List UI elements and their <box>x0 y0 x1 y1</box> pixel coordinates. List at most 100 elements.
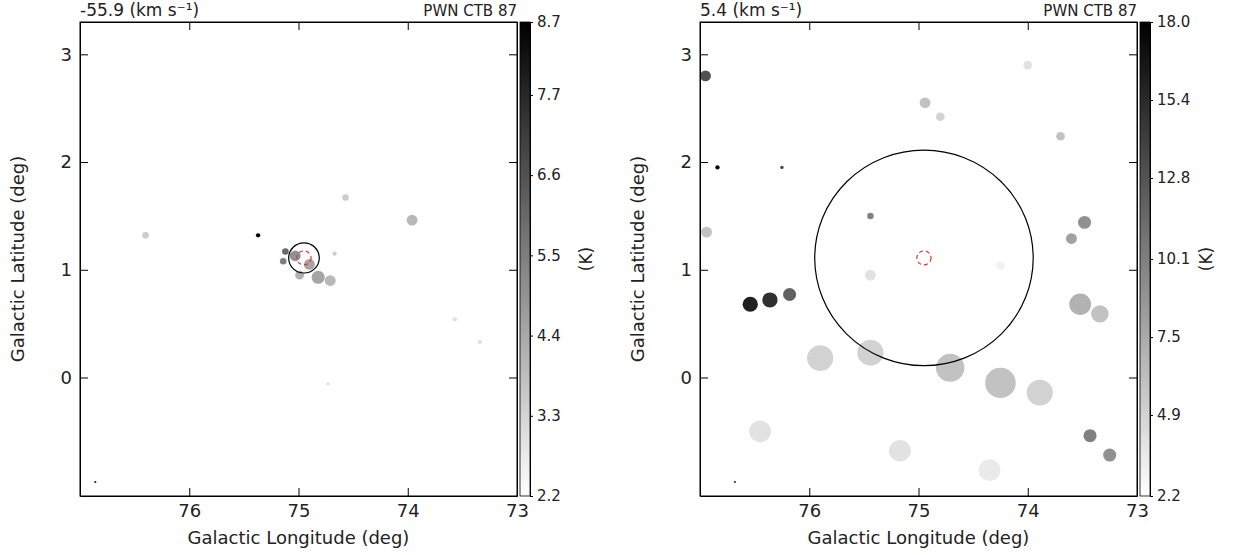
tick <box>1129 270 1137 271</box>
tick <box>189 22 190 30</box>
tick <box>408 22 409 30</box>
tick <box>509 54 517 55</box>
tick-mark <box>809 488 810 496</box>
tick-mark <box>299 488 300 496</box>
tick: 15.4 <box>1150 91 1190 109</box>
tick-mark <box>299 22 300 30</box>
tick-label: 76 <box>178 500 201 521</box>
tick-mark <box>1150 496 1153 497</box>
tick-mark <box>80 162 88 163</box>
tick-mark <box>530 496 533 497</box>
emission-clump <box>1069 293 1091 315</box>
tick-mark <box>530 255 533 256</box>
emission-clump <box>979 459 1001 481</box>
tick-label: 8.7 <box>537 13 561 31</box>
tick-label: 3 <box>681 44 692 65</box>
tick-mark <box>1028 22 1029 30</box>
tick-label: 7.5 <box>1157 328 1181 346</box>
emission-clump <box>936 112 945 121</box>
colorbar-axis: 2.2 4.9 7.5 10.1 12.8 15.4 18.0 <box>1150 13 1190 505</box>
emission-clump <box>94 481 96 483</box>
tick-mark <box>700 162 708 163</box>
tick-mark <box>530 22 533 23</box>
tick: 74 <box>1017 488 1040 521</box>
tick: 76 <box>178 488 201 521</box>
tick: 2 <box>681 151 708 172</box>
emission-clump <box>743 297 758 312</box>
tick-label: 10.1 <box>1157 250 1190 268</box>
emission-clump <box>807 345 833 371</box>
tick-mark <box>1150 22 1153 23</box>
tick-mark <box>1129 54 1137 55</box>
tick-mark <box>700 54 708 55</box>
emission-clump <box>867 213 874 219</box>
tick-mark <box>1129 162 1137 163</box>
tick-mark <box>1150 337 1153 338</box>
emission-clump <box>780 166 783 169</box>
tick: 74 <box>397 488 420 521</box>
emission-clump <box>280 258 287 264</box>
figure: 767574730123-55.9 (km s⁻¹)PWN CTB 87Gala… <box>0 0 1239 555</box>
emission-clump <box>1091 305 1108 322</box>
tick-mark <box>530 175 533 176</box>
tick <box>1129 162 1137 163</box>
tick-label: 7.7 <box>537 86 561 104</box>
tick: 2 <box>61 151 88 172</box>
tick <box>509 162 517 163</box>
tick-mark <box>1129 378 1137 379</box>
tick <box>809 22 810 30</box>
tick-label: 76 <box>798 500 821 521</box>
colorbar-title: (K) <box>1196 247 1216 271</box>
emission-clump <box>749 421 771 443</box>
tick-label: 2.2 <box>537 487 561 505</box>
tick-mark <box>1150 259 1153 260</box>
tick-label: 4.9 <box>1157 406 1181 424</box>
tick: 10.1 <box>1150 250 1190 268</box>
tick <box>1028 22 1029 30</box>
y-axis-right <box>1129 23 1138 497</box>
tick-mark <box>80 54 88 55</box>
tick-mark <box>189 488 190 496</box>
tick: 75 <box>908 488 931 521</box>
tick-label: 15.4 <box>1157 91 1190 109</box>
tick-label: 6.6 <box>537 166 561 184</box>
tick-label: 1 <box>681 259 692 280</box>
emission-clump <box>1083 429 1096 442</box>
tick: 5.5 <box>530 247 561 265</box>
tick-label: 2.2 <box>1157 487 1181 505</box>
tick-mark <box>509 378 517 379</box>
region-circle <box>297 251 311 265</box>
axis-line <box>530 23 531 497</box>
tick-mark <box>408 488 409 496</box>
tick: 2.2 <box>1150 487 1181 505</box>
tick-mark <box>1150 415 1153 416</box>
tick-mark <box>919 22 920 30</box>
x-axis-title: Galactic Longitude (deg) <box>808 527 1030 548</box>
tick-label: 74 <box>1017 500 1040 521</box>
y-axis-title: Galactic Latitude (deg) <box>7 156 28 362</box>
tick <box>919 22 920 30</box>
tick-mark <box>1150 100 1153 101</box>
tick-mark <box>700 378 708 379</box>
tick-mark <box>509 162 517 163</box>
tick-label: 12.8 <box>1157 169 1190 187</box>
panel: 7675747301235.4 (km s⁻¹)PWN CTB 87Galact… <box>627 0 1216 548</box>
tick: 18.0 <box>1150 13 1190 31</box>
tick-label: 75 <box>288 500 311 521</box>
emission-clump <box>701 227 712 238</box>
region-circle <box>289 243 320 273</box>
tick-mark <box>189 22 190 30</box>
tick-mark <box>509 54 517 55</box>
colorbar: 2.23.34.45.56.67.78.7(K) <box>520 13 596 505</box>
tick: 7.7 <box>530 86 561 104</box>
emission-clump <box>1078 216 1091 229</box>
tick: 1 <box>681 259 708 280</box>
emission-clump <box>715 165 719 169</box>
tick-mark <box>530 336 533 337</box>
tick: 4.4 <box>530 327 561 345</box>
emission-clump <box>889 440 911 462</box>
tick-label: 18.0 <box>1157 13 1190 31</box>
colorbar-ramp <box>1140 22 1150 496</box>
emission-clump <box>312 271 325 284</box>
emission-clump <box>478 340 482 344</box>
